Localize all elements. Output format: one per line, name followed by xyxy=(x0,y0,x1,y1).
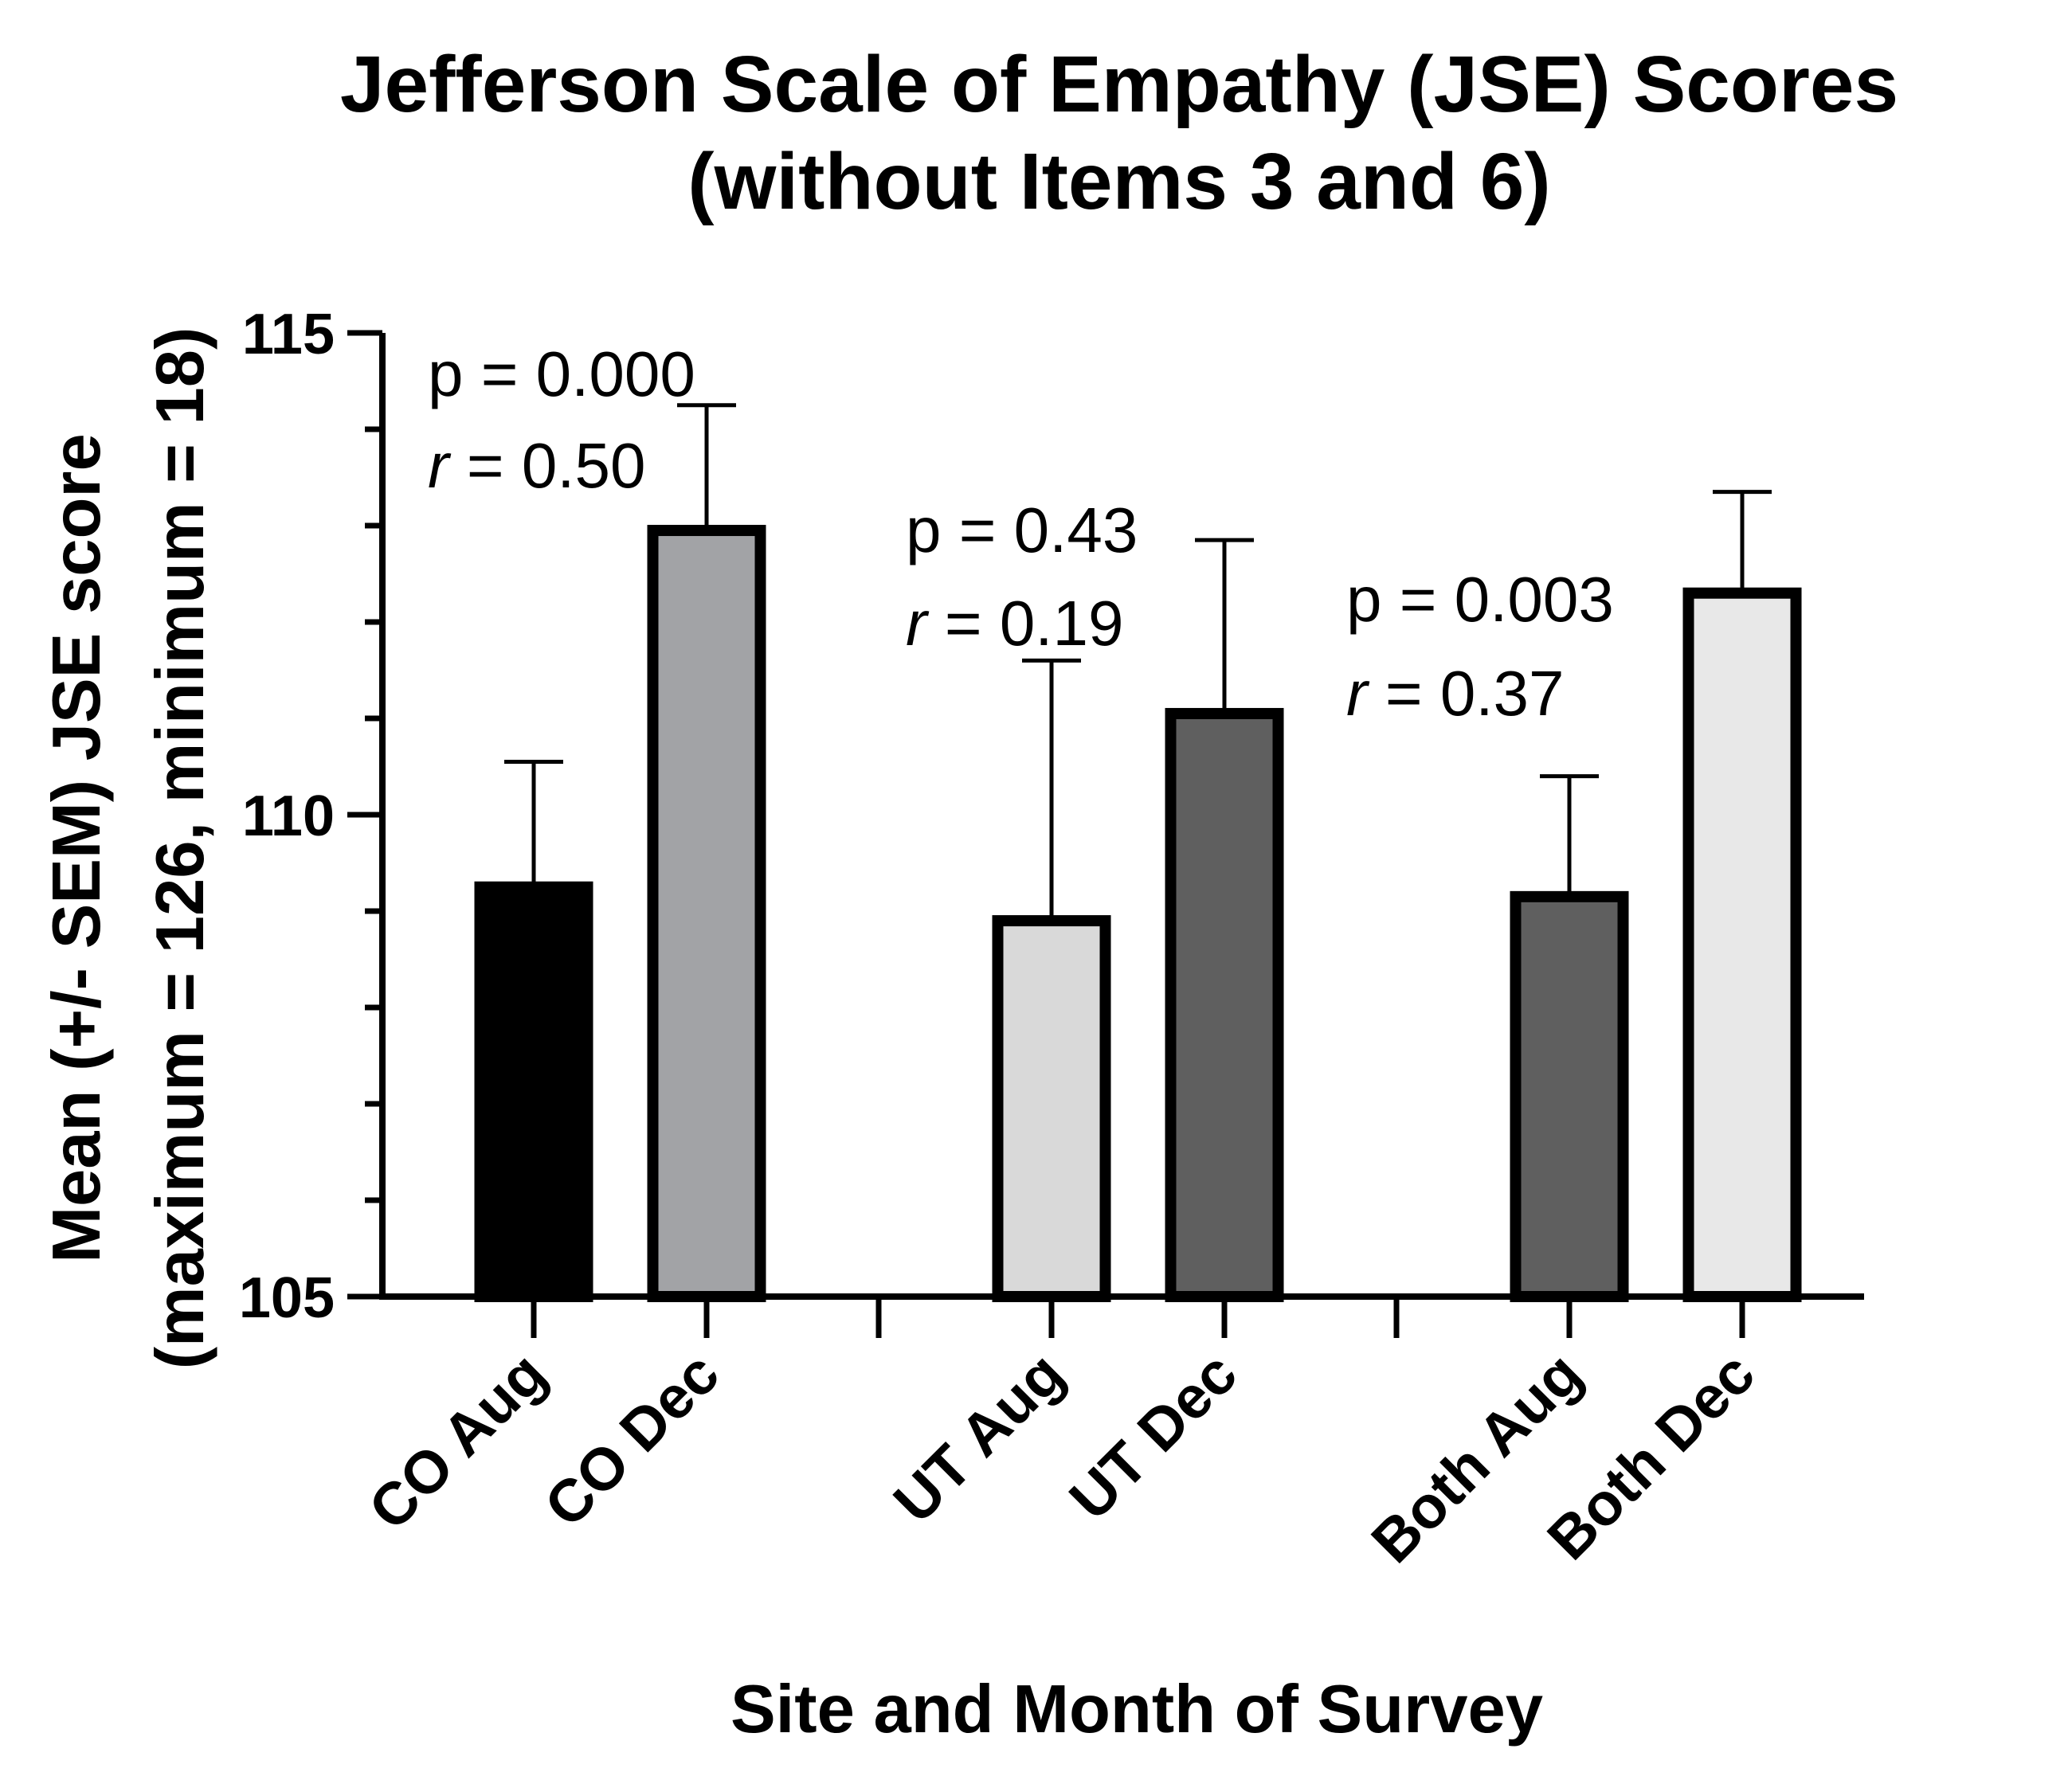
bar-both-dec xyxy=(1682,587,1802,1302)
bar-both-aug xyxy=(1510,890,1629,1302)
y-tick-label: 115 xyxy=(242,303,335,366)
annotation-both-p: p = 0.003 xyxy=(1346,564,1614,635)
chart-title-line-2: (without Items 3 and 6) xyxy=(687,137,1550,226)
y-axis-title-line-1: Mean (+/- SEM) JSE score xyxy=(39,433,115,1263)
annotation-co-p: p = 0.000 xyxy=(428,338,695,409)
x-category-label: CO Dec xyxy=(531,1340,731,1539)
chart-title-line-1: Jefferson Scale of Empathy (JSE) Scores xyxy=(340,40,1898,129)
x-category-label: CO Aug xyxy=(356,1340,559,1543)
annotation-both: p = 0.003 r = 0.37 xyxy=(1346,564,1614,729)
x-axis-title: Site and Month of Survey xyxy=(730,1672,1543,1747)
y-tick-label: 110 xyxy=(242,784,335,848)
bar-ut-dec xyxy=(1165,707,1284,1302)
annotation-ut-p: p = 0.43 xyxy=(906,495,1138,565)
annotation-ut: p = 0.43 r = 0.19 xyxy=(906,495,1138,659)
x-category-label: UT Aug xyxy=(880,1340,1076,1535)
bar-co-dec xyxy=(647,525,766,1302)
bar-co-aug xyxy=(474,881,593,1302)
y-tick-label: 105 xyxy=(239,1266,335,1330)
annotation-ut-r: r = 0.19 xyxy=(906,588,1124,659)
y-axis-title-line-2: (maximum = 126, minimum = 18) xyxy=(143,327,218,1370)
annotation-both-r: r = 0.37 xyxy=(1346,658,1565,729)
annotation-co-r: r = 0.50 xyxy=(428,430,646,501)
bar-ut-aug xyxy=(992,915,1111,1302)
x-category-label: UT Dec xyxy=(1056,1340,1249,1532)
annotation-co: p = 0.000 r = 0.50 xyxy=(428,338,695,501)
